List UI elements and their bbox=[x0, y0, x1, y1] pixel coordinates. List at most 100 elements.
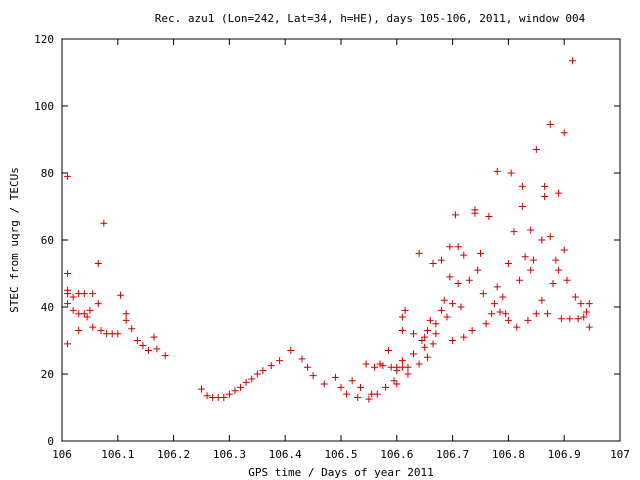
data-point-plus bbox=[555, 189, 563, 197]
y-tick-label: 0 bbox=[47, 435, 54, 448]
data-point-plus bbox=[446, 273, 454, 281]
data-point-plus bbox=[362, 360, 370, 368]
x-axis-label: GPS time / Days of year 2011 bbox=[248, 466, 433, 479]
x-tick-label: 106.3 bbox=[213, 448, 246, 461]
data-point-plus bbox=[518, 182, 526, 190]
y-axis-label: STEC from uqrg / TECUs bbox=[8, 167, 21, 313]
data-point-plus bbox=[585, 323, 593, 331]
data-point-plus bbox=[404, 363, 412, 371]
data-point-plus bbox=[259, 367, 267, 375]
data-point-plus bbox=[75, 326, 83, 334]
data-point-plus bbox=[382, 383, 390, 391]
x-tick-label: 106 bbox=[52, 448, 72, 461]
data-point-plus bbox=[144, 347, 152, 355]
data-point-plus bbox=[331, 373, 339, 381]
data-point-plus bbox=[543, 310, 551, 318]
data-point-plus bbox=[549, 280, 557, 288]
data-point-plus bbox=[304, 363, 312, 371]
data-point-plus bbox=[560, 129, 568, 137]
data-point-plus bbox=[555, 266, 563, 274]
data-point-plus bbox=[426, 316, 434, 324]
data-point-plus bbox=[410, 330, 418, 338]
data-point-plus bbox=[557, 315, 565, 323]
data-point-plus bbox=[100, 219, 108, 227]
data-point-plus bbox=[510, 228, 518, 236]
data-point-plus bbox=[569, 57, 577, 65]
data-point-plus bbox=[225, 390, 233, 398]
data-point-plus bbox=[496, 308, 504, 316]
data-point-plus bbox=[89, 323, 97, 331]
data-point-plus bbox=[583, 308, 591, 316]
data-point-plus bbox=[398, 313, 406, 321]
data-point-plus bbox=[198, 385, 205, 393]
data-point-plus bbox=[460, 333, 468, 341]
data-point-plus bbox=[370, 363, 378, 371]
data-point-plus bbox=[521, 253, 529, 261]
data-point-plus bbox=[524, 316, 532, 324]
data-point-plus bbox=[429, 340, 437, 348]
data-point-plus bbox=[504, 259, 512, 267]
data-point-plus bbox=[153, 345, 161, 353]
data-point-plus bbox=[546, 233, 554, 241]
data-point-plus bbox=[114, 330, 122, 338]
data-point-plus bbox=[490, 300, 498, 308]
data-point-plus bbox=[379, 362, 387, 370]
data-point-plus bbox=[574, 315, 582, 323]
data-point-plus bbox=[373, 390, 381, 398]
x-tick-label: 106.4 bbox=[269, 448, 302, 461]
data-point-plus bbox=[571, 293, 579, 301]
data-point-plus bbox=[64, 300, 72, 308]
y-tick-label: 40 bbox=[41, 301, 54, 314]
data-point-plus bbox=[421, 333, 429, 341]
data-point-plus bbox=[365, 395, 373, 403]
data-point-plus bbox=[454, 280, 462, 288]
x-tick-label: 106.1 bbox=[101, 448, 134, 461]
data-point-plus bbox=[248, 375, 256, 383]
data-point-plus bbox=[94, 300, 102, 308]
data-point-plus bbox=[415, 249, 423, 257]
data-point-plus bbox=[532, 310, 540, 318]
data-point-plus bbox=[437, 306, 445, 314]
plot-frame bbox=[61, 38, 621, 442]
data-point-plus bbox=[527, 266, 535, 274]
data-point-plus bbox=[485, 213, 493, 221]
data-point-plus bbox=[398, 326, 406, 334]
data-point-plus bbox=[203, 392, 211, 400]
data-point-plus bbox=[541, 182, 549, 190]
x-tick-label: 106.2 bbox=[157, 448, 190, 461]
y-tick-label: 120 bbox=[34, 33, 54, 46]
data-point-plus bbox=[354, 393, 362, 401]
data-point-plus bbox=[429, 259, 437, 267]
data-point-plus bbox=[393, 380, 401, 388]
data-point-plus bbox=[518, 203, 526, 210]
data-point-plus bbox=[298, 355, 306, 363]
data-point-plus bbox=[566, 315, 574, 323]
x-axis-ticks: 106 106.1 106.2 106.3 106.4 106.5 106.6 106.7 10… bbox=[52, 39, 630, 461]
data-point-plus bbox=[449, 300, 457, 308]
data-point-plus bbox=[64, 290, 72, 298]
data-point-plus bbox=[532, 146, 540, 154]
data-point-plus bbox=[446, 243, 454, 251]
data-point-plus bbox=[580, 313, 588, 321]
data-point-plus bbox=[479, 290, 487, 298]
data-point-plus bbox=[499, 293, 507, 301]
x-tick-label: 106.9 bbox=[548, 448, 581, 461]
data-point-plus bbox=[83, 313, 91, 321]
data-point-plus bbox=[357, 383, 365, 391]
data-point-plus bbox=[117, 291, 125, 299]
data-point-plus bbox=[477, 249, 484, 257]
data-point-plus bbox=[64, 172, 72, 180]
data-point-plus bbox=[150, 333, 158, 341]
data-point-plus bbox=[237, 383, 245, 391]
data-point-plus bbox=[530, 256, 538, 264]
y-axis-ticks: 0 20 40 60 80 100 120 bbox=[34, 33, 620, 448]
data-point-plus bbox=[231, 387, 239, 395]
data-point-plus bbox=[527, 226, 535, 234]
data-point-plus bbox=[404, 370, 412, 378]
data-point-plus bbox=[471, 206, 479, 214]
data-point-plus bbox=[482, 320, 490, 328]
data-point-plus bbox=[468, 326, 476, 334]
data-point-plus bbox=[560, 246, 568, 254]
data-point-plus bbox=[410, 350, 418, 358]
